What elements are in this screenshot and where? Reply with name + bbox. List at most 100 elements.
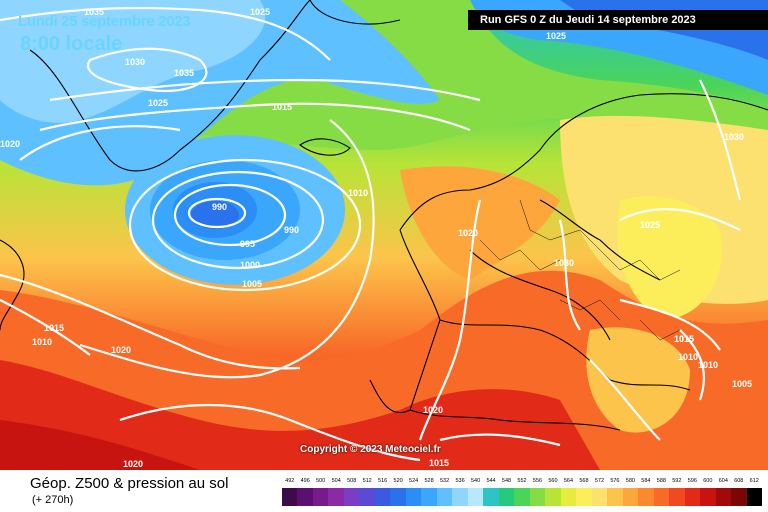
isobar-label: 1005 <box>242 279 262 289</box>
legend-tick-label: 504 <box>331 478 341 484</box>
isobar-label: 1030 <box>724 132 744 142</box>
isobar-label: 1010 <box>348 188 368 198</box>
isobar-label: 1030 <box>554 258 574 268</box>
legend-tick-label: 592 <box>672 478 682 484</box>
legend-color-swatch <box>622 488 639 506</box>
legend-color-swatch <box>343 488 360 506</box>
legend-color-swatch <box>390 488 406 506</box>
isobar-label: 1015 <box>674 334 694 344</box>
isobar-label: 1020 <box>423 405 443 415</box>
color-scale-legend: 492 496 500 504 508 512 516 520 524 528 532 536 540 5… <box>282 478 763 506</box>
legend-tick-label: 596 <box>687 478 697 484</box>
isobar-label: 1020 <box>458 228 478 238</box>
legend-color-swatch <box>359 488 375 506</box>
isobar-label: 1025 <box>148 98 168 108</box>
legend-color-swatch <box>638 488 654 506</box>
legend-color-swatch <box>282 488 298 506</box>
legend-color-swatch <box>483 488 499 506</box>
legend-tick-label: 580 <box>625 478 635 484</box>
legend-tick-label: 552 <box>517 478 527 484</box>
legend-color-swatch <box>731 488 747 506</box>
forecast-date: Lundi 25 septembre 2023 <box>18 13 191 30</box>
run-info-banner: Run GFS 0 Z du Jeudi 14 septembre 2023 <box>468 10 768 30</box>
copyright-notice: Copyright © 2023 Meteociel.fr <box>300 444 441 455</box>
legend-tick-label: 544 <box>486 478 496 484</box>
legend-color-swatch <box>498 488 515 506</box>
isobar-label: 995 <box>240 239 255 249</box>
isobar-label: 1005 <box>732 379 752 389</box>
geopotential-fill <box>0 0 768 470</box>
legend-tick-label: 528 <box>424 478 434 484</box>
legend-tick-label: 532 <box>439 478 450 484</box>
isobar-label: 1020 <box>111 345 131 355</box>
legend-color-swatch <box>607 488 623 506</box>
legend-color-swatch <box>715 488 732 506</box>
map-title: Géop. Z500 & pression au sol <box>30 475 229 492</box>
isobar-label: 1015 <box>272 102 292 112</box>
legend-color-swatch <box>529 488 546 506</box>
isobar-label: 1015 <box>44 323 64 333</box>
isobar-label: 1015 <box>674 334 694 344</box>
legend-color-swatch <box>405 488 422 506</box>
legend-color-swatch <box>328 488 344 506</box>
legend-color-swatch <box>653 488 670 506</box>
forecast-local-time: 8:00 locale <box>20 33 123 55</box>
coastlines <box>0 0 768 431</box>
legend-color-swatch <box>312 488 329 506</box>
pressure-map: 1035 1025 1030 1035 1025 1015 1025 1020 … <box>0 0 768 470</box>
legend-color-swatch <box>374 488 391 506</box>
legend-tick-label: 608 <box>734 478 744 484</box>
legend-tick-label: 516 <box>378 478 388 484</box>
color-scale-ticks: 492 496 500 504 508 512 516 520 524 528 532 536 540 5… <box>282 478 762 486</box>
legend-color-swatch <box>669 488 685 506</box>
legend-color-swatch <box>452 488 468 506</box>
isobar-label: 1010 <box>698 360 718 370</box>
legend-color-swatch <box>467 488 484 506</box>
legend-tick-label: 496 <box>300 478 310 484</box>
legend-color-swatch <box>576 488 592 506</box>
isobar-label: 1030 <box>125 57 145 67</box>
legend-tick-label: 500 <box>316 478 326 484</box>
legend-tick-label: 568 <box>579 478 589 484</box>
legend-tick-label: 576 <box>610 478 620 484</box>
legend-tick-label: 520 <box>393 478 403 484</box>
legend-color-swatch <box>297 488 313 506</box>
isobar-label: 1020 <box>0 139 20 149</box>
legend-tick-label: 572 <box>594 478 605 484</box>
legend-tick-label: 604 <box>718 478 728 484</box>
isobar-label: 990 <box>284 225 299 235</box>
legend-color-swatch <box>421 488 437 506</box>
legend-color-swatch <box>700 488 716 506</box>
forecast-lead-time: (+ 270h) <box>32 494 74 506</box>
legend-tick-label: 524 <box>409 478 419 484</box>
legend-tick-label: 584 <box>641 478 651 484</box>
legend-tick-label: 548 <box>501 478 512 484</box>
legend-tick-label: 512 <box>362 478 372 484</box>
legend-tick-label: 560 <box>548 478 558 484</box>
legend-color-swatch <box>514 488 530 506</box>
isobar-label: 1010 <box>32 337 52 347</box>
isobar-labels: 1035 1025 1030 1035 1025 1015 1025 1020 … <box>0 7 752 469</box>
isobar-label: 1015 <box>429 458 449 468</box>
isobar-label: 1035 <box>84 7 104 17</box>
legend-tick-label: 564 <box>563 478 574 484</box>
legend-tick-label: 536 <box>455 478 465 484</box>
isobar-label: 1020 <box>123 459 143 469</box>
legend-color-swatch <box>746 488 763 506</box>
legend-tick-label: 600 <box>703 478 713 484</box>
isobar-label: 1000 <box>240 260 260 270</box>
isobar-label: 1010 <box>678 352 698 362</box>
legend-tick-label: 612 <box>749 478 759 484</box>
color-scale-swatches <box>282 488 763 506</box>
isobar-label: 1035 <box>174 68 194 78</box>
map-footer: Géop. Z500 & pression au sol (+ 270h) 49… <box>0 470 768 512</box>
legend-tick-label: 508 <box>347 478 357 484</box>
isobar-label: 1025 <box>546 31 566 41</box>
isobar-label: 1025 <box>250 7 270 17</box>
legend-color-swatch <box>684 488 701 506</box>
legend-color-swatch <box>560 488 577 506</box>
legend-tick-label: 556 <box>532 478 543 484</box>
legend-tick-label: 540 <box>470 478 481 484</box>
legend-tick-label: 492 <box>285 478 295 484</box>
